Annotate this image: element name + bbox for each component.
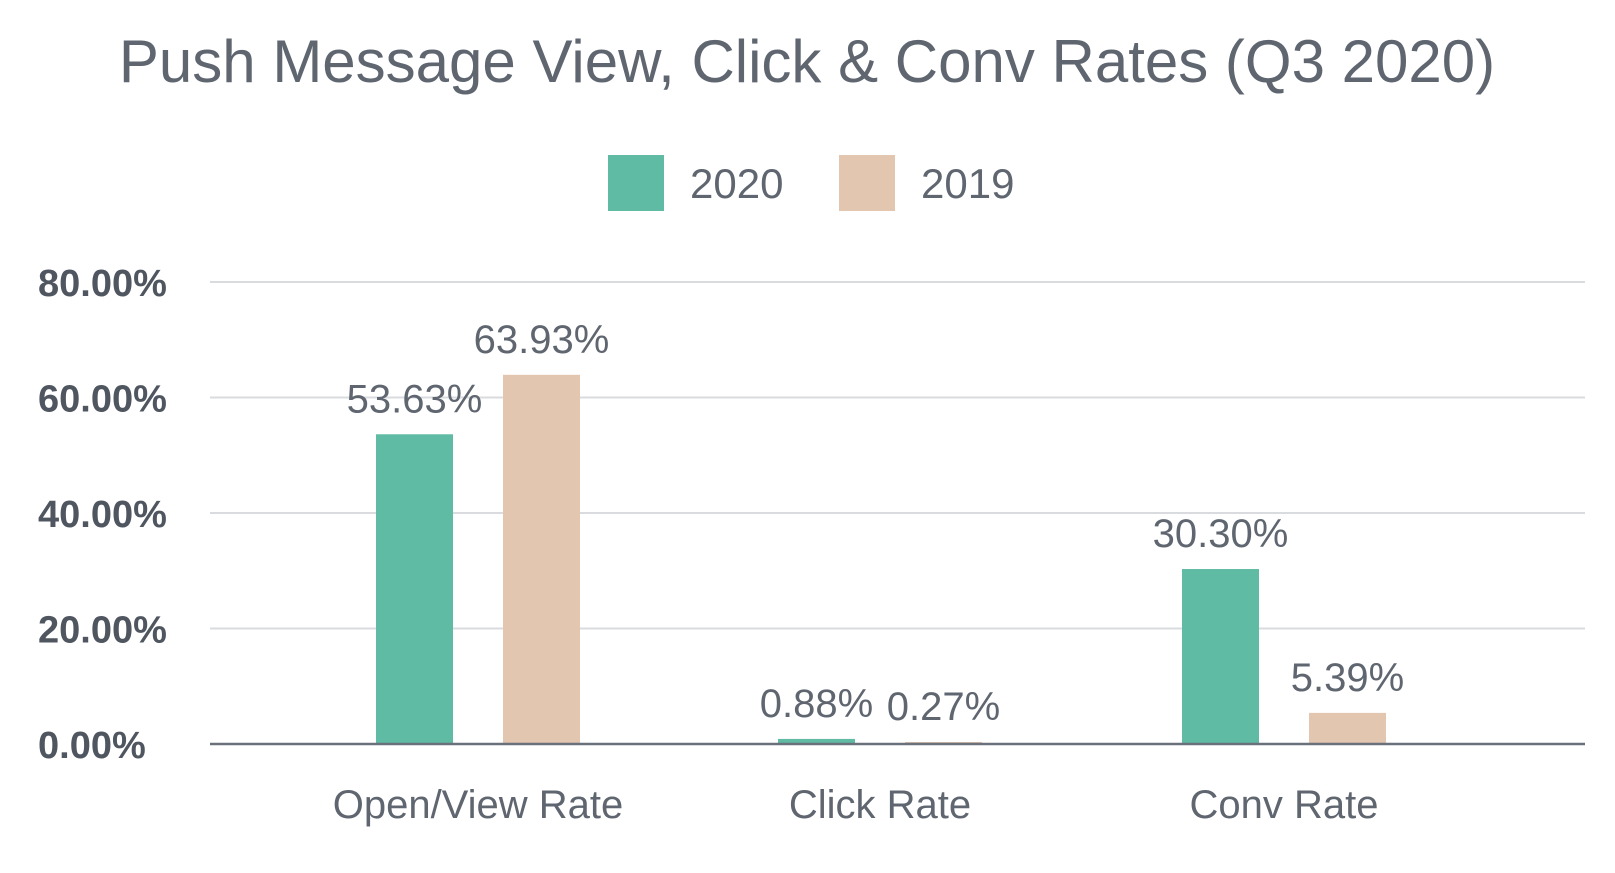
x-tick-label: Open/View Rate <box>333 783 624 827</box>
bars <box>376 374 1386 744</box>
legend-label-2020: 2020 <box>690 160 783 207</box>
data-label-2020-0: 53.63% <box>347 377 483 421</box>
x-tick-label: Click Rate <box>789 783 971 827</box>
x-tick-label: Conv Rate <box>1190 783 1379 827</box>
data-label-2019-0: 63.93% <box>474 318 610 362</box>
y-tick-label: 80.00% <box>38 263 167 305</box>
data-label-2020-2: 30.30% <box>1153 512 1289 556</box>
data-label-2019-1: 0.27% <box>887 685 1000 729</box>
bar-2019-0 <box>503 374 580 744</box>
legend-swatch-2020 <box>608 155 664 211</box>
bar-2019-2 <box>1309 712 1386 744</box>
data-label-2019-2: 5.39% <box>1291 656 1404 700</box>
chart-title: Push Message View, Click & Conv Rates (Q… <box>119 28 1495 95</box>
y-tick-label: 60.00% <box>38 379 167 421</box>
y-tick-label: 20.00% <box>38 610 167 652</box>
y-axis: 0.00% 20.00% 40.00% 60.00% 80.00% <box>38 263 167 767</box>
legend-label-2019: 2019 <box>921 160 1014 207</box>
bar-2020-2 <box>1182 569 1259 744</box>
data-labels: 53.63% 63.93% 0.88% 0.27% 30.30% 5.39% <box>347 318 1405 729</box>
y-tick-label: 0.00% <box>38 725 146 767</box>
legend-swatch-2019 <box>839 155 895 211</box>
chart-legend: 2020 2019 <box>608 155 1014 211</box>
bar-2020-1 <box>778 738 855 744</box>
x-axis: Open/View Rate Click Rate Conv Rate <box>210 742 1585 827</box>
bar-2020-0 <box>376 434 453 744</box>
y-tick-label: 40.00% <box>38 494 167 536</box>
data-label-2020-1: 0.88% <box>760 682 873 726</box>
